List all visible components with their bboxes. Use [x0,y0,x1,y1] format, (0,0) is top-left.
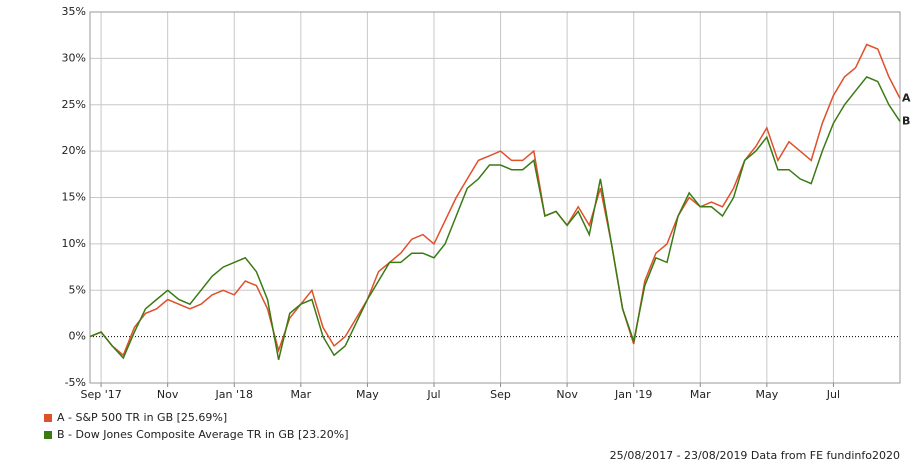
end-label: B [902,114,910,127]
x-tick-label: May [755,388,778,401]
y-tick-label: 5% [69,283,86,296]
x-tick-label: Jul [826,388,840,401]
x-tick-label: Nov [157,388,179,401]
end-label: A [902,91,911,104]
y-tick-label: 0% [69,330,86,343]
x-tick-label: Nov [556,388,578,401]
legend-swatch [44,431,52,439]
x-tick-label: Jan '19 [614,388,652,401]
y-tick-label: 25% [62,98,86,111]
y-tick-label: 15% [62,191,86,204]
legend-label: B - Dow Jones Composite Average TR in GB… [57,428,349,441]
x-tick-label: Jul [426,388,440,401]
x-tick-label: Sep '17 [80,388,121,401]
x-tick-label: Mar [290,388,311,401]
footer: 25/08/2017 - 23/08/2019 Data from FE fun… [610,449,900,462]
plot-frame [89,11,901,384]
y-tick-label: 10% [62,237,86,250]
x-tick-label: May [356,388,379,401]
legend-label: A - S&P 500 TR in GB [25.69%] [57,411,227,424]
legend-swatch [44,414,52,422]
series-line [89,75,901,360]
series-line [89,43,901,357]
x-tick-label: Jan '18 [215,388,253,401]
y-tick-label: 35% [62,5,86,18]
x-tick-label: Sep [490,388,511,401]
y-tick-label: -5% [65,376,86,389]
x-tick-label: Mar [690,388,711,401]
y-tick-label: 30% [62,51,86,64]
y-tick-label: 20% [62,144,86,157]
